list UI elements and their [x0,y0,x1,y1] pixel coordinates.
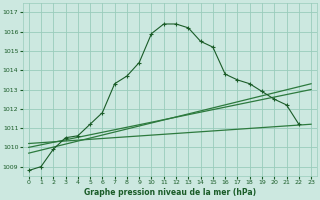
X-axis label: Graphe pression niveau de la mer (hPa): Graphe pression niveau de la mer (hPa) [84,188,256,197]
